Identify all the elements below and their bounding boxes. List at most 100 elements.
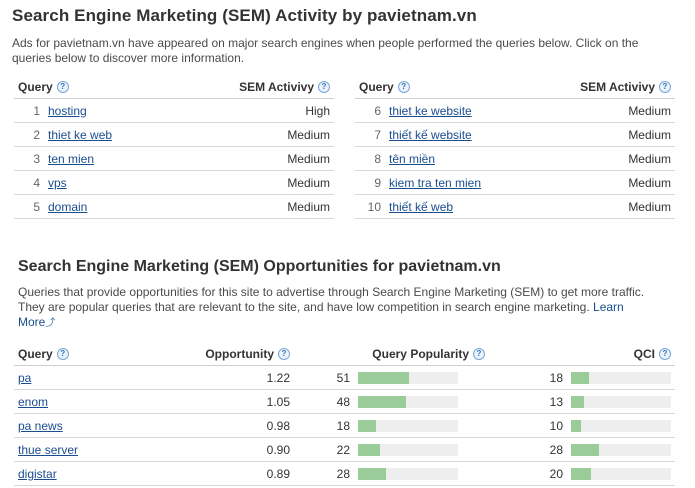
query-link[interactable]: digistar: [18, 466, 57, 481]
row-number: 2: [33, 127, 40, 142]
opportunity-value: 0.90: [266, 442, 290, 457]
table-row: pa news 0.98 18 10: [14, 414, 675, 438]
sem-activity-value: Medium: [287, 175, 330, 190]
popularity-cell: 22: [290, 443, 485, 457]
popularity-cell: 28: [290, 467, 485, 481]
row-number: 4: [33, 175, 40, 190]
query-link[interactable]: vps: [48, 175, 67, 190]
popularity-value: 28: [336, 466, 350, 481]
popularity-bar: [358, 395, 458, 408]
row-number: 1: [33, 103, 40, 118]
qci-bar: [571, 443, 671, 456]
table-header: Query? SEM Activivy?: [355, 76, 675, 99]
row-number: 5: [33, 199, 40, 214]
table-row: 1 hosting High: [14, 99, 334, 123]
query-header: Query: [359, 80, 394, 94]
sem-activity-value: Medium: [287, 199, 330, 214]
popularity-bar: [358, 443, 458, 456]
query-link[interactable]: thiết kế web: [389, 199, 454, 214]
help-icon[interactable]: ?: [659, 348, 671, 360]
help-icon[interactable]: ?: [473, 348, 485, 360]
table-row: digistar 0.89 28 20: [14, 462, 675, 486]
opportunities-text: Queries that provide opportunities for t…: [18, 285, 645, 314]
table-header: Query? Opportunity? Query Popularity? QC…: [14, 343, 675, 366]
learn-more-link[interactable]: Learn More: [18, 300, 624, 329]
sem-activity-value: Medium: [287, 151, 330, 166]
popularity-header: Query Popularity: [372, 347, 469, 361]
qci-cell: 28: [485, 443, 675, 457]
opportunity-value: 1.22: [266, 370, 290, 385]
query-link[interactable]: domain: [48, 199, 88, 214]
help-icon[interactable]: ?: [56, 348, 69, 360]
popularity-cell: 18: [290, 419, 485, 433]
table-row: thue server 0.90 22 28: [14, 438, 675, 462]
help-icon[interactable]: ?: [56, 81, 69, 93]
table-header: Query? SEM Activivy?: [14, 76, 334, 99]
popularity-cell: 51: [290, 371, 485, 385]
table-row: pa 1.22 51 18: [14, 366, 675, 390]
table-row: 2 thiet ke web Medium: [14, 123, 334, 147]
qci-cell: 18: [485, 371, 675, 385]
query-link[interactable]: ten mien: [48, 151, 95, 166]
activity-table-right: Query? SEM Activivy? 6 thiet ke website Me…: [355, 76, 675, 219]
popularity-value: 22: [336, 442, 350, 457]
table-row: 9 kiem tra ten mien Medium: [355, 171, 675, 195]
query-link[interactable]: thue server: [18, 442, 79, 457]
query-header: Query: [18, 347, 53, 361]
external-arrow-icon[interactable]: ⤴: [45, 318, 56, 329]
qci-bar-fill: [571, 371, 589, 384]
popularity-value: 18: [336, 418, 350, 433]
query-header: Query: [18, 80, 53, 94]
table-row: 10 thiết kế web Medium: [355, 195, 675, 219]
qci-bar: [571, 419, 671, 432]
qci-cell: 13: [485, 395, 675, 409]
row-number: 7: [374, 127, 381, 142]
query-link[interactable]: hosting: [48, 103, 87, 118]
table-row: 6 thiet ke website Medium: [355, 99, 675, 123]
sem-activity-value: Medium: [628, 151, 671, 166]
query-link[interactable]: kiem tra ten mien: [389, 175, 482, 190]
sem-activity-header: SEM Activivy: [580, 80, 655, 94]
opportunity-value: 0.89: [266, 466, 290, 481]
query-link[interactable]: thiet ke web: [48, 127, 113, 142]
help-icon[interactable]: ?: [318, 81, 330, 93]
qci-value: 13: [549, 394, 563, 409]
sem-activity-value: Medium: [287, 127, 330, 142]
query-link[interactable]: thiet ke website: [389, 103, 472, 118]
row-number: 9: [374, 175, 381, 190]
opportunities-description: Queries that provide opportunities for t…: [18, 285, 658, 331]
qci-value: 28: [549, 442, 563, 457]
sem-activity-value: Medium: [628, 199, 671, 214]
sem-activity-value: High: [305, 103, 330, 118]
qci-bar-fill: [571, 467, 591, 480]
popularity-value: 51: [336, 370, 350, 385]
qci-header: QCI: [633, 347, 655, 361]
help-icon[interactable]: ?: [397, 81, 410, 93]
popularity-bar-fill: [358, 443, 380, 456]
popularity-cell: 48: [290, 395, 485, 409]
qci-bar-fill: [571, 443, 599, 456]
query-link[interactable]: tên miền: [389, 151, 436, 166]
sem-activity-value: Medium: [628, 175, 671, 190]
qci-cell: 10: [485, 419, 675, 433]
query-link[interactable]: pa: [18, 370, 32, 385]
help-icon[interactable]: ?: [659, 81, 671, 93]
query-link[interactable]: pa news: [18, 418, 63, 433]
activity-description: Ads for pavietnam.vn have appeared on ma…: [12, 36, 639, 65]
popularity-bar: [358, 371, 458, 384]
popularity-bar-fill: [358, 395, 406, 408]
help-icon[interactable]: ?: [278, 348, 290, 360]
sem-activity-header: SEM Activivy: [239, 80, 314, 94]
qci-bar-fill: [571, 419, 581, 432]
popularity-bar-fill: [358, 419, 376, 432]
table-row: 7 thiết kế website Medium: [355, 123, 675, 147]
query-link[interactable]: thiết kế website: [389, 127, 472, 142]
table-row: 8 tên miền Medium: [355, 147, 675, 171]
qci-bar: [571, 395, 671, 408]
popularity-bar-fill: [358, 467, 386, 480]
table-row: 4 vps Medium: [14, 171, 334, 195]
popularity-bar-fill: [358, 371, 409, 384]
query-link[interactable]: enom: [18, 394, 49, 409]
table-row: 3 ten mien Medium: [14, 147, 334, 171]
table-row: enom 1.05 48 13: [14, 390, 675, 414]
